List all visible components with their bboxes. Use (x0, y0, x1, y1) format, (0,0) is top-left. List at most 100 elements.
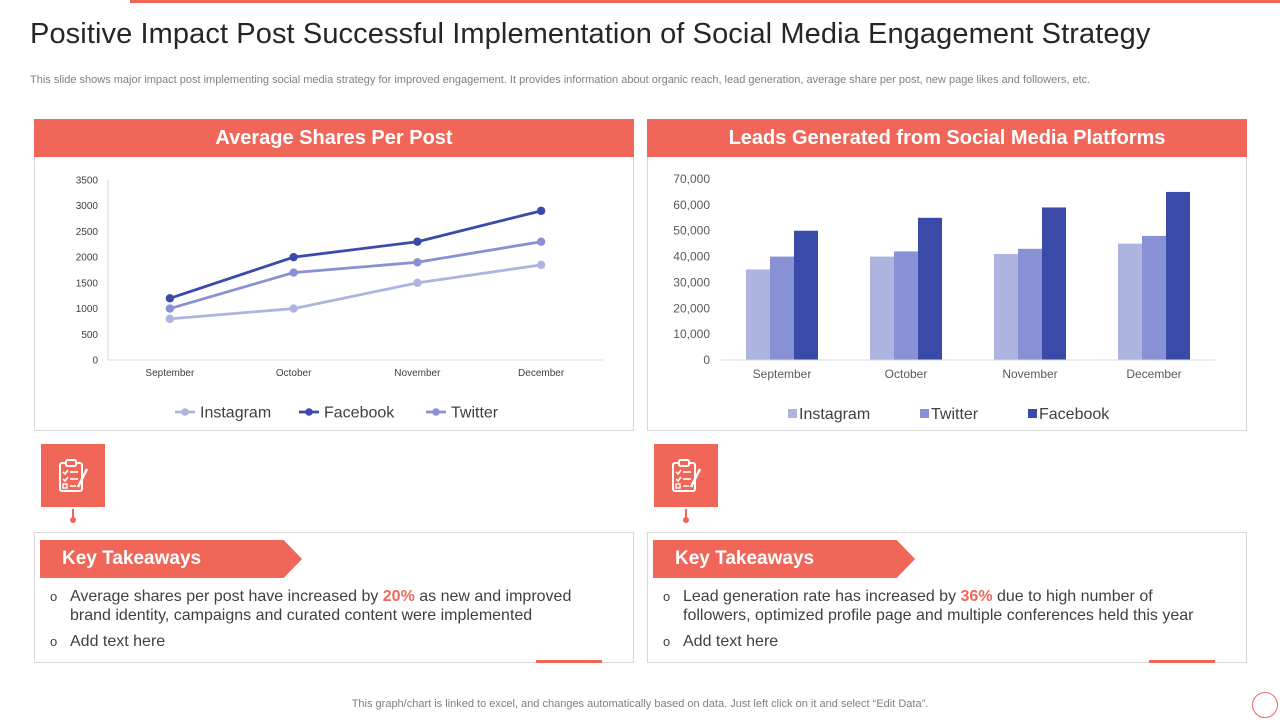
left-accent-bar (536, 660, 602, 663)
leads-generated-bar-chart[interactable]: 0 10,000 20,000 30,000 40,000 50,000 60,000 70,… (648, 160, 1246, 430)
left-connector-dot (70, 517, 76, 523)
placeholder-text[interactable]: Add text here (683, 633, 779, 650)
data-point-instagram (536, 260, 546, 270)
y-tick-label: 0 (703, 353, 710, 367)
average-shares-line-chart[interactable]: 0 500 1000 1500 2000 2500 3000 3500 September Oct… (35, 160, 633, 430)
bar-facebook (794, 230, 818, 360)
x-tick-label: October (885, 367, 928, 381)
bar-twitter (1018, 248, 1042, 360)
legend-marker-instagram (181, 408, 189, 416)
data-point-facebook (165, 294, 175, 303)
x-tick-label: October (276, 368, 312, 379)
left-key-takeaways-label: Key Takeaways (40, 540, 302, 578)
footer-note: This graph/chart is linked to excel, and… (351, 698, 929, 710)
y-tick-label: 3500 (76, 176, 99, 187)
checklist-clipboard-icon (59, 458, 89, 492)
x-tick-label: December (518, 368, 565, 379)
x-tick-label: November (1002, 367, 1057, 381)
bullet-marker: o (663, 634, 671, 649)
y-tick-label: 1500 (76, 278, 99, 289)
right-connector-dot (683, 517, 689, 523)
legend-swatch-facebook (1028, 409, 1037, 418)
y-tick-label: 60,000 (673, 198, 710, 212)
data-point-facebook (289, 252, 298, 262)
legend-label: Twitter (451, 405, 499, 422)
data-point-twitter (413, 258, 422, 267)
bar-twitter (770, 256, 794, 360)
bar-instagram (746, 269, 770, 360)
top-accent-line (130, 0, 1280, 3)
bar-instagram (994, 253, 1018, 360)
right-icon-box (654, 444, 718, 507)
bar-instagram (1118, 243, 1142, 360)
x-tick-label: November (394, 368, 441, 379)
legend-marker-twitter (432, 408, 440, 416)
placeholder-text[interactable]: Add text here (70, 633, 166, 650)
bar-facebook (1166, 191, 1190, 360)
legend-label: Facebook (324, 405, 395, 422)
checklist-clipboard-icon (672, 458, 702, 492)
bullet-marker: o (50, 589, 58, 604)
legend-label: Facebook (1039, 406, 1110, 423)
bar-twitter (894, 251, 918, 360)
data-point-twitter (165, 304, 175, 313)
y-tick-label: 2500 (76, 227, 99, 238)
bar-twitter (1142, 235, 1166, 360)
bullet-text: Lead generation rate has increased by (683, 588, 961, 605)
legend-label: Instagram (200, 405, 271, 422)
right-connector-line (685, 509, 687, 519)
right-takeaway-bullet-2[interactable]: o Add text here (663, 632, 1223, 651)
right-takeaway-bullet-1: o Lead generation rate has increased by … (663, 587, 1223, 625)
right-key-takeaways-label: Key Takeaways (653, 540, 915, 578)
y-tick-label: 2000 (76, 253, 99, 264)
left-connector-line (72, 509, 74, 519)
legend-swatch-instagram (788, 409, 797, 418)
bullet-text-continued: due to high number of followers, optimiz… (683, 588, 1194, 624)
highlight-percent: 20% (382, 588, 415, 605)
x-tick-label: December (1126, 367, 1181, 381)
y-tick-label: 10,000 (673, 327, 710, 341)
legend-label: Twitter (931, 406, 979, 423)
bar-instagram (870, 256, 894, 360)
data-point-instagram (165, 314, 175, 324)
bullet-marker: o (663, 589, 671, 604)
page-title: Positive Impact Post Successful Implemen… (30, 18, 1151, 50)
data-point-twitter (536, 237, 546, 246)
corner-circle-decoration (1252, 692, 1278, 718)
data-point-twitter (289, 268, 298, 277)
bullet-text-continued: as new and improved brand identity, camp… (70, 588, 572, 624)
y-tick-label: 30,000 (673, 275, 710, 289)
data-point-facebook (413, 237, 422, 246)
legend-marker-facebook (305, 408, 313, 416)
data-point-instagram (289, 304, 298, 313)
y-tick-label: 20,000 (673, 301, 710, 315)
left-takeaway-bullet-1: o Average shares per post have increased… (50, 587, 610, 625)
data-point-facebook (536, 206, 546, 216)
y-tick-label: 500 (81, 330, 98, 341)
left-chart-panel (34, 156, 634, 431)
right-accent-bar (1149, 660, 1215, 663)
left-takeaway-bullet-2[interactable]: o Add text here (50, 632, 610, 651)
y-tick-label: 70,000 (673, 172, 710, 186)
x-tick-label: September (753, 367, 812, 381)
y-tick-label: 50,000 (673, 224, 710, 238)
page-subtitle: This slide shows major impact post imple… (30, 74, 1091, 86)
x-tick-label: September (145, 368, 195, 379)
bullet-marker: o (50, 634, 58, 649)
series-line-twitter (169, 240, 542, 310)
left-chart-header: Average Shares Per Post (34, 119, 634, 157)
highlight-percent: 36% (960, 588, 993, 605)
data-point-instagram (413, 278, 422, 288)
y-tick-label: 40,000 (673, 250, 710, 264)
bar-facebook (918, 217, 942, 360)
series-line-facebook (169, 209, 542, 300)
y-tick-label: 3000 (76, 201, 99, 212)
bar-facebook (1042, 207, 1066, 360)
y-tick-label: 1000 (76, 304, 99, 315)
series-line-instagram (169, 263, 542, 321)
y-tick-label: 0 (92, 356, 98, 367)
bullet-text: Average shares per post have increased b… (70, 588, 383, 605)
right-chart-header: Leads Generated from Social Media Platfo… (647, 119, 1247, 157)
left-icon-box (41, 444, 105, 507)
legend-label: Instagram (799, 406, 870, 423)
